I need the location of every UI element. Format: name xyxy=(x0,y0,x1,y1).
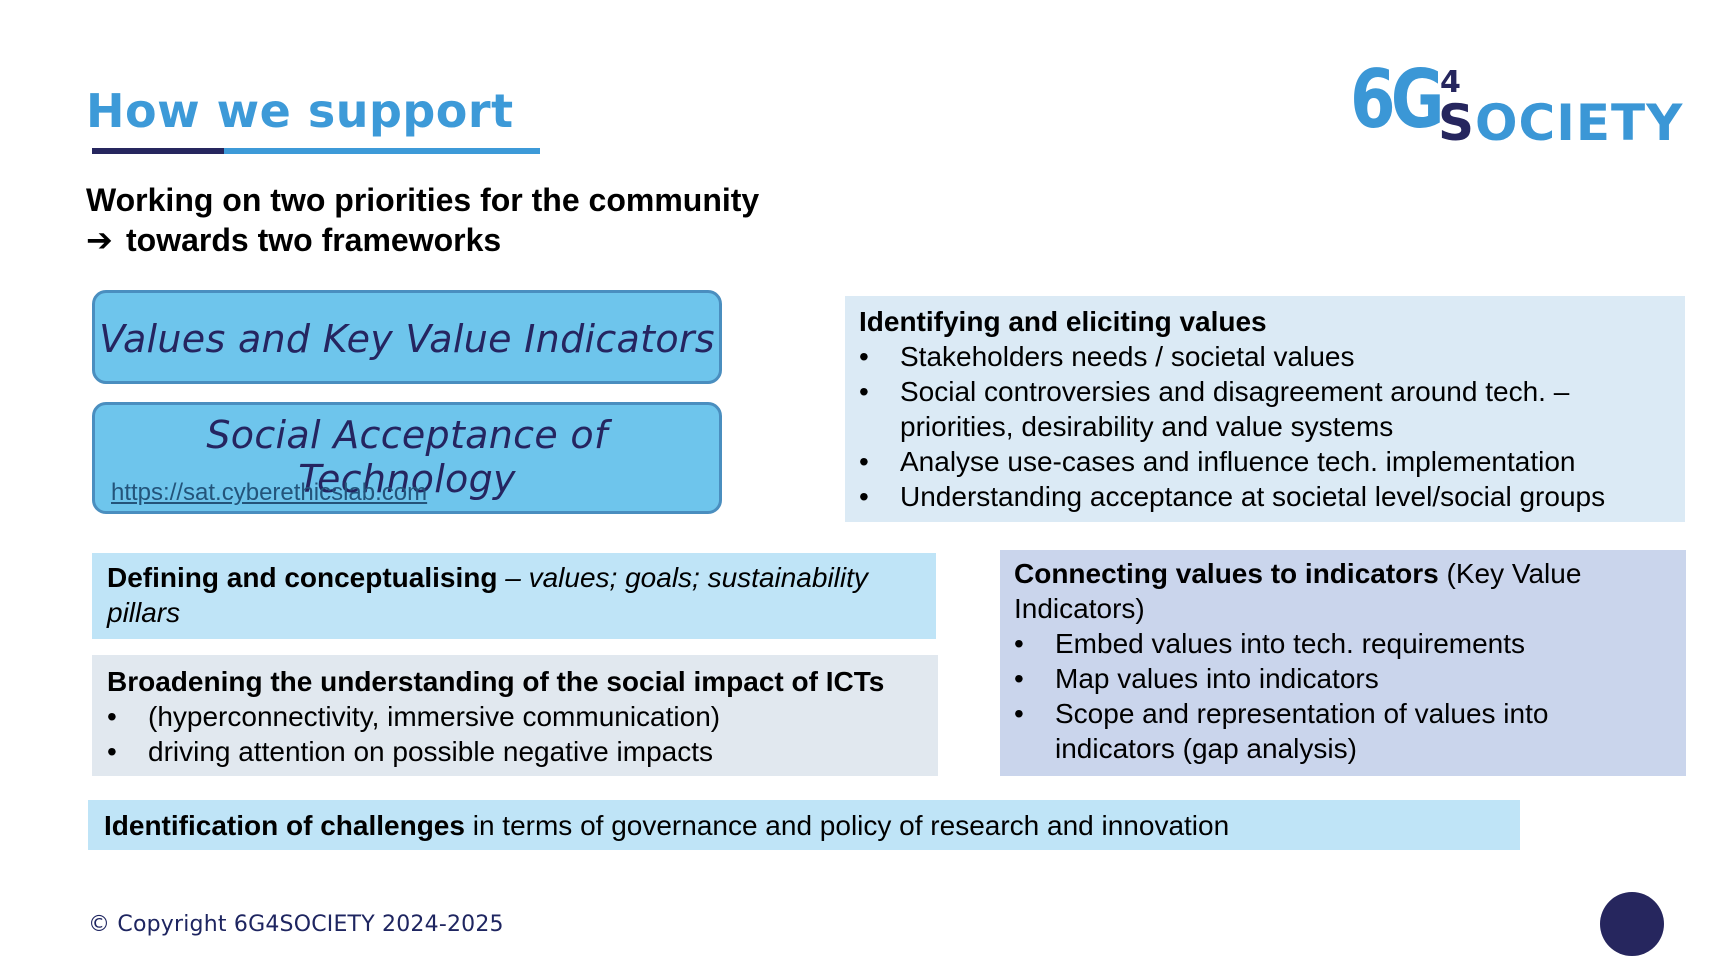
sat-link[interactable]: https://sat.cyberethicslab.com xyxy=(111,479,428,506)
panel-heading: Defining and conceptualising xyxy=(107,562,498,593)
page-title: How we support xyxy=(86,84,514,138)
title-underline-dark xyxy=(92,148,224,154)
list-item: Social controversies and disagreement ar… xyxy=(859,374,1671,444)
panel-text: in terms of governance and policy of res… xyxy=(464,810,1230,841)
panel-heading-row: Connecting values to indicators (Key Val… xyxy=(1014,556,1672,626)
challenges-bar: Identification of challenges in terms of… xyxy=(88,800,1520,850)
subtitle: Working on two priorities for the commun… xyxy=(86,180,759,260)
identifying-values-panel: Identifying and eliciting values Stakeho… xyxy=(845,296,1685,522)
bullet-list: Stakeholders needs / societal values Soc… xyxy=(859,339,1671,514)
slide-nav-circle[interactable] xyxy=(1600,892,1664,956)
list-item: Embed values into tech. requirements xyxy=(1014,626,1672,661)
defining-panel: Defining and conceptualising – values; g… xyxy=(92,553,936,639)
list-item: Understanding acceptance at societal lev… xyxy=(859,479,1671,514)
subtitle-line-2: ➔ towards two frameworks xyxy=(86,222,502,258)
subtitle-line-1: Working on two priorities for the commun… xyxy=(86,182,760,218)
list-item: driving attention on possible negative i… xyxy=(107,734,923,769)
broadening-panel: Broadening the understanding of the soci… xyxy=(92,655,938,776)
arrow-right-icon: ➔ xyxy=(86,222,113,258)
panel-heading-suffix: (Key Value Indicators) xyxy=(1014,558,1582,624)
framework-title: Social Acceptance of Technology xyxy=(206,413,608,501)
list-item: Stakeholders needs / societal values xyxy=(859,339,1671,374)
bullet-list: Embed values into tech. requirements Map… xyxy=(1014,626,1672,766)
logo-society: SOCIETY xyxy=(1438,94,1684,152)
title-underline-light xyxy=(224,148,540,154)
framework-title: Values and Key Value Indicators xyxy=(99,317,715,361)
panel-heading: Connecting values to indicators xyxy=(1014,558,1439,589)
list-item: Analyse use-cases and influence tech. im… xyxy=(859,444,1671,479)
logo-6g: 6G xyxy=(1350,53,1445,146)
connecting-values-panel: Connecting values to indicators (Key Val… xyxy=(1000,550,1686,776)
framework-box-sat: Social Acceptance of Technology https://… xyxy=(92,402,722,514)
panel-heading: Broadening the understanding of the soci… xyxy=(107,666,885,697)
6g4society-logo: 6G 4 SOCIETY xyxy=(1350,53,1682,160)
framework-box-kvi: Values and Key Value Indicators xyxy=(92,290,722,384)
bullet-list: (hyperconnectivity, immersive communicat… xyxy=(107,699,923,769)
logo-4: 4 xyxy=(1440,65,1461,100)
list-item: Scope and representation of values into … xyxy=(1014,696,1672,766)
list-item: (hyperconnectivity, immersive communicat… xyxy=(107,699,923,734)
panel-heading: Identification of challenges xyxy=(104,810,465,841)
panel-text: – values; goals; sustainability pillars xyxy=(107,562,868,628)
copyright-text: © Copyright 6G4SOCIETY 2024-2025 xyxy=(88,912,504,937)
panel-heading: Identifying and eliciting values xyxy=(859,306,1267,337)
list-item: Map values into indicators xyxy=(1014,661,1672,696)
